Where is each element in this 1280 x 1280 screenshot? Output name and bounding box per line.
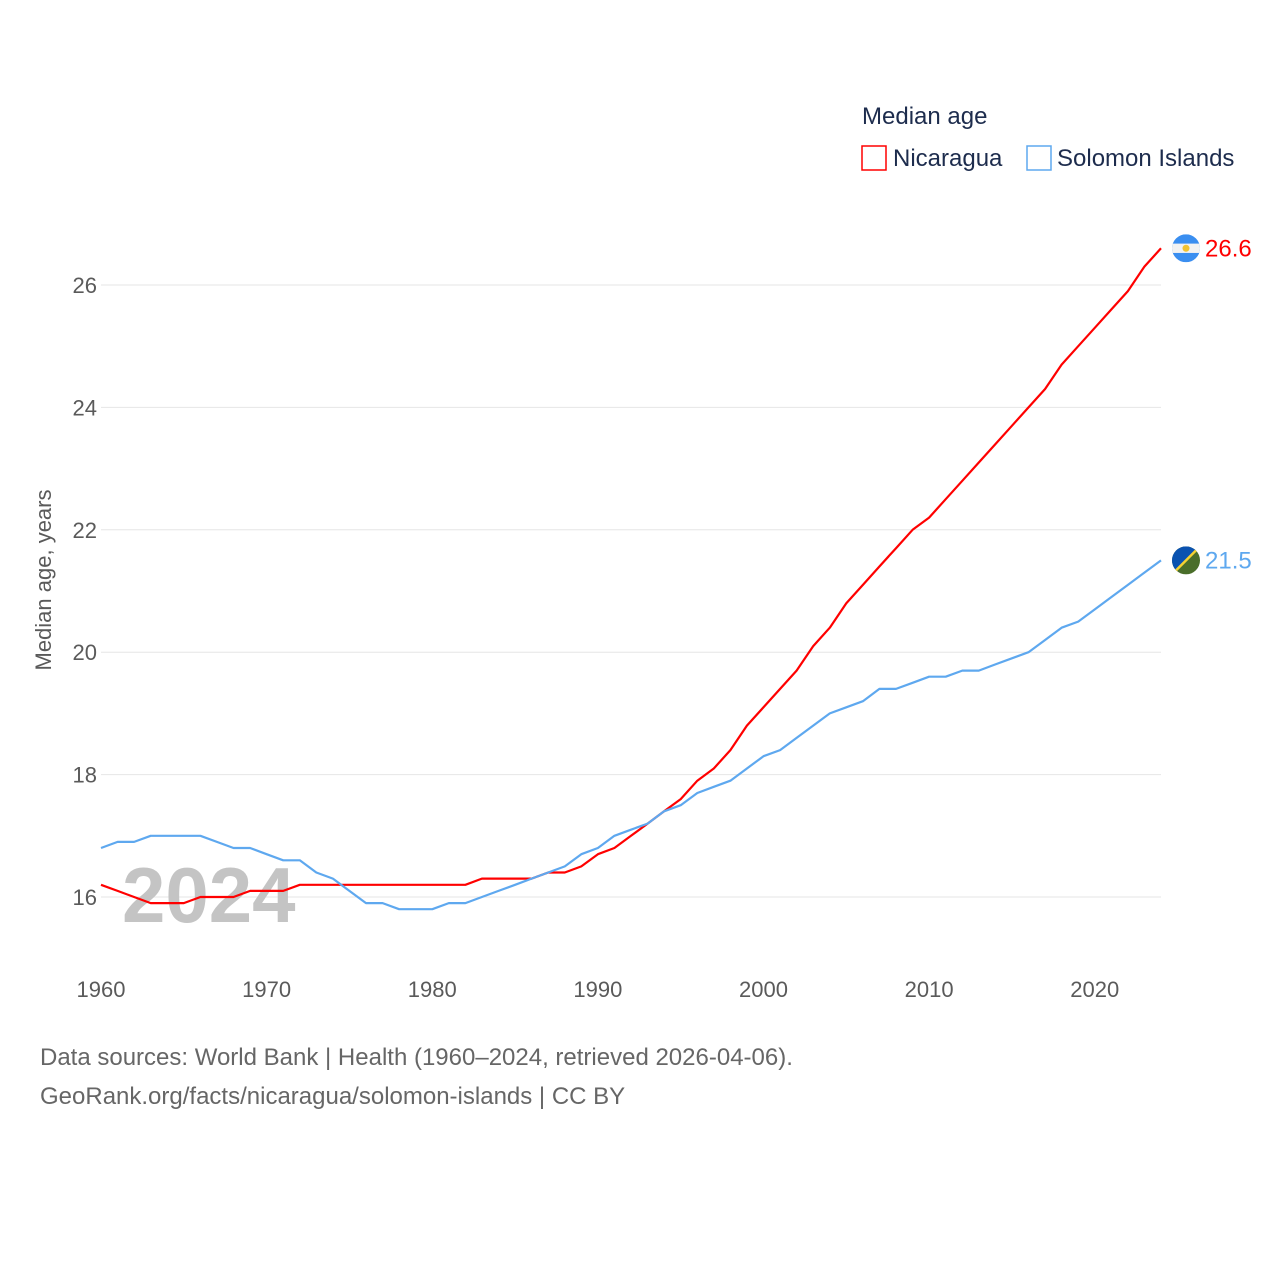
x-tick-label: 1990 (573, 977, 622, 1002)
y-tick-label: 22 (73, 518, 97, 543)
series-line-nicaragua (100, 247, 1162, 905)
legend-label-nicaragua: Nicaragua (893, 145, 1003, 172)
end-value-label: 21.5 (1205, 547, 1252, 574)
x-tick-label: 1970 (242, 977, 291, 1002)
legend-swatch-solomon-islands (1026, 145, 1052, 171)
y-tick-label: 24 (73, 395, 97, 420)
legend-swatch-nicaragua (861, 145, 887, 171)
watermark-year: 2024 (122, 851, 296, 939)
footer-sources: Data sources: World Bank | Health (1960–… (40, 1044, 793, 1071)
x-tick-label: 1960 (77, 977, 126, 1002)
x-tick-label: 1980 (408, 977, 457, 1002)
nicaragua-flag-icon (1172, 234, 1200, 263)
y-tick-label: 26 (73, 273, 97, 298)
x-tick-label: 2000 (739, 977, 788, 1002)
x-tick-label: 2010 (905, 977, 954, 1002)
end-value-label: 26.6 (1205, 235, 1252, 262)
solomon-islands-flag-icon (1172, 546, 1200, 575)
legend-item-nicaragua[interactable]: Nicaragua (861, 145, 1003, 172)
legend-item-solomon-islands[interactable]: Solomon Islands (1026, 145, 1234, 172)
series-line-solomon-islands (100, 559, 1162, 911)
y-tick-label: 18 (73, 763, 97, 788)
footer-attribution: GeoRank.org/facts/nicaragua/solomon-isla… (40, 1083, 626, 1110)
y-tick-label: 16 (73, 885, 97, 910)
legend-title: Median age (862, 103, 987, 130)
x-tick-label: 2020 (1070, 977, 1119, 1002)
y-axis-label: Median age, years (31, 490, 56, 671)
legend-label-solomon-islands: Solomon Islands (1057, 145, 1234, 172)
y-tick-label: 20 (73, 640, 97, 665)
